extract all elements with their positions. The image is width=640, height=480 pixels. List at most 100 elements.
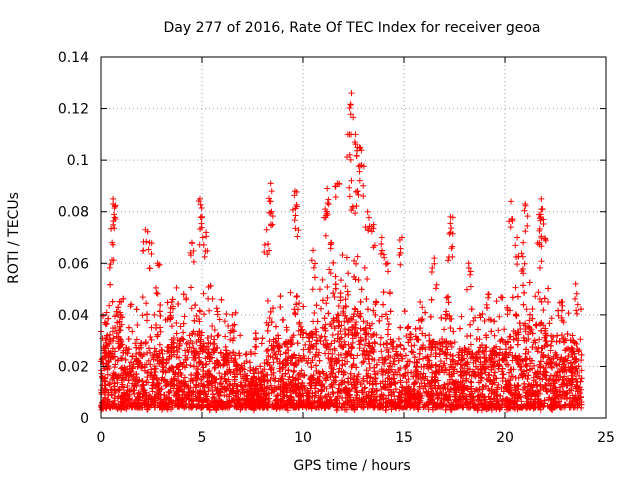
data-point bbox=[322, 337, 329, 344]
data-point bbox=[526, 317, 533, 324]
data-point bbox=[291, 362, 298, 369]
data-point bbox=[349, 339, 356, 346]
data-point bbox=[491, 318, 498, 325]
data-point bbox=[553, 338, 560, 345]
data-point bbox=[149, 388, 156, 395]
data-point bbox=[267, 353, 274, 360]
data-point bbox=[322, 321, 329, 328]
data-point bbox=[268, 366, 275, 373]
data-point bbox=[317, 338, 324, 345]
data-point bbox=[300, 346, 307, 353]
data-point bbox=[211, 340, 218, 347]
data-points bbox=[98, 90, 585, 414]
data-point bbox=[382, 356, 389, 363]
data-point bbox=[428, 364, 435, 371]
data-point bbox=[144, 311, 151, 318]
data-point bbox=[143, 361, 150, 368]
data-point bbox=[189, 340, 196, 347]
data-point bbox=[574, 396, 581, 403]
data-point bbox=[520, 322, 527, 329]
data-point bbox=[282, 350, 289, 357]
data-point bbox=[112, 361, 119, 368]
data-point bbox=[143, 300, 150, 307]
data-point bbox=[131, 387, 138, 394]
data-point bbox=[521, 385, 528, 392]
data-point bbox=[503, 346, 510, 353]
data-point bbox=[470, 317, 477, 324]
data-point bbox=[318, 386, 325, 393]
data-point bbox=[506, 369, 513, 376]
data-point bbox=[503, 361, 510, 368]
data-point bbox=[285, 347, 292, 354]
data-point bbox=[396, 388, 403, 395]
data-point bbox=[420, 370, 427, 377]
data-point bbox=[445, 299, 452, 306]
data-point bbox=[391, 393, 398, 400]
data-point bbox=[209, 322, 216, 329]
data-point bbox=[201, 311, 208, 318]
data-point bbox=[420, 355, 427, 362]
data-point bbox=[223, 311, 230, 318]
data-point bbox=[145, 396, 152, 403]
data-point bbox=[353, 260, 360, 267]
data-point bbox=[216, 316, 223, 323]
data-point bbox=[148, 336, 155, 343]
data-point bbox=[500, 388, 507, 395]
data-point bbox=[415, 375, 422, 382]
data-point bbox=[170, 335, 177, 342]
data-point bbox=[272, 323, 279, 330]
data-point bbox=[291, 367, 298, 374]
data-point bbox=[350, 361, 357, 368]
data-point bbox=[509, 352, 516, 359]
data-point bbox=[277, 304, 284, 311]
data-point bbox=[253, 343, 260, 350]
data-point bbox=[174, 349, 181, 356]
data-point bbox=[426, 332, 433, 339]
data-point bbox=[264, 327, 271, 334]
data-point bbox=[335, 331, 342, 338]
data-point bbox=[183, 340, 190, 347]
data-point bbox=[370, 404, 377, 411]
data-point bbox=[337, 328, 344, 335]
data-point bbox=[418, 380, 425, 387]
data-point bbox=[323, 300, 330, 307]
data-point bbox=[535, 289, 542, 296]
data-point bbox=[490, 376, 497, 383]
data-point bbox=[143, 392, 150, 399]
data-point bbox=[521, 289, 528, 296]
data-point bbox=[356, 341, 363, 348]
data-point bbox=[104, 366, 111, 373]
data-point bbox=[221, 371, 228, 378]
data-point bbox=[495, 381, 502, 388]
data-point bbox=[286, 373, 293, 380]
data-point bbox=[99, 355, 106, 362]
data-point bbox=[251, 350, 258, 357]
data-point bbox=[351, 305, 358, 312]
data-point bbox=[395, 335, 402, 342]
data-point bbox=[316, 357, 323, 364]
data-point bbox=[565, 364, 572, 371]
data-point bbox=[289, 334, 296, 341]
data-point bbox=[335, 303, 342, 310]
data-point bbox=[493, 298, 500, 305]
data-point bbox=[334, 311, 341, 318]
data-point bbox=[345, 270, 352, 277]
data-point bbox=[294, 340, 301, 347]
data-point bbox=[106, 302, 113, 309]
data-point bbox=[237, 332, 244, 339]
data-point bbox=[343, 254, 350, 261]
data-point bbox=[455, 354, 462, 361]
data-point bbox=[253, 365, 260, 372]
data-point bbox=[264, 297, 271, 304]
data-point bbox=[296, 300, 303, 307]
data-point bbox=[222, 343, 229, 350]
data-point bbox=[316, 286, 323, 293]
data-point bbox=[507, 333, 514, 340]
data-point bbox=[546, 320, 553, 327]
data-point bbox=[391, 355, 398, 362]
data-point bbox=[109, 328, 116, 335]
data-point bbox=[512, 284, 519, 291]
data-point bbox=[454, 360, 461, 367]
data-point bbox=[237, 371, 244, 378]
data-point bbox=[478, 374, 485, 381]
